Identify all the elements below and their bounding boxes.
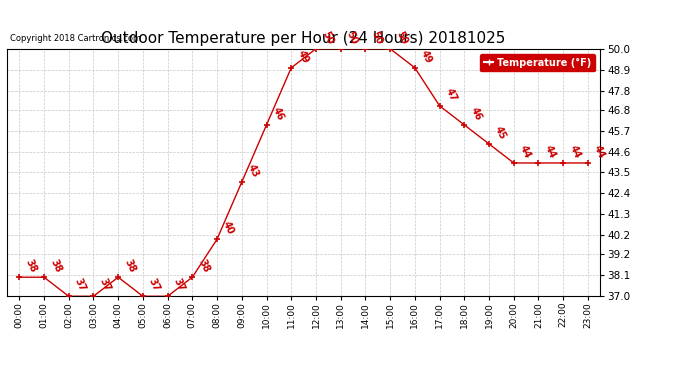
Text: 45: 45 bbox=[493, 125, 508, 141]
Text: 44: 44 bbox=[592, 144, 607, 160]
Text: 50: 50 bbox=[394, 30, 409, 46]
Text: 50: 50 bbox=[345, 30, 359, 46]
Text: 40: 40 bbox=[221, 220, 236, 236]
Text: 49: 49 bbox=[295, 48, 310, 65]
Text: 44: 44 bbox=[518, 144, 533, 160]
Text: 38: 38 bbox=[197, 258, 211, 274]
Text: 50: 50 bbox=[370, 30, 384, 46]
Text: 37: 37 bbox=[147, 277, 162, 294]
Text: 46: 46 bbox=[270, 106, 286, 122]
Text: Copyright 2018 Cartronics.com: Copyright 2018 Cartronics.com bbox=[10, 34, 141, 43]
Legend: Temperature (°F): Temperature (°F) bbox=[480, 54, 595, 72]
Text: 38: 38 bbox=[23, 258, 38, 274]
Text: 49: 49 bbox=[419, 48, 434, 65]
Title: Outdoor Temperature per Hour (24 Hours) 20181025: Outdoor Temperature per Hour (24 Hours) … bbox=[101, 31, 506, 46]
Text: 44: 44 bbox=[542, 144, 558, 160]
Text: 47: 47 bbox=[444, 87, 459, 103]
Text: 50: 50 bbox=[320, 30, 335, 46]
Text: 37: 37 bbox=[97, 277, 112, 294]
Text: 43: 43 bbox=[246, 163, 261, 179]
Text: 37: 37 bbox=[73, 277, 88, 294]
Text: 37: 37 bbox=[172, 277, 186, 294]
Text: 38: 38 bbox=[48, 258, 63, 274]
Text: 44: 44 bbox=[567, 144, 582, 160]
Text: 46: 46 bbox=[469, 106, 483, 122]
Text: 38: 38 bbox=[122, 258, 137, 274]
